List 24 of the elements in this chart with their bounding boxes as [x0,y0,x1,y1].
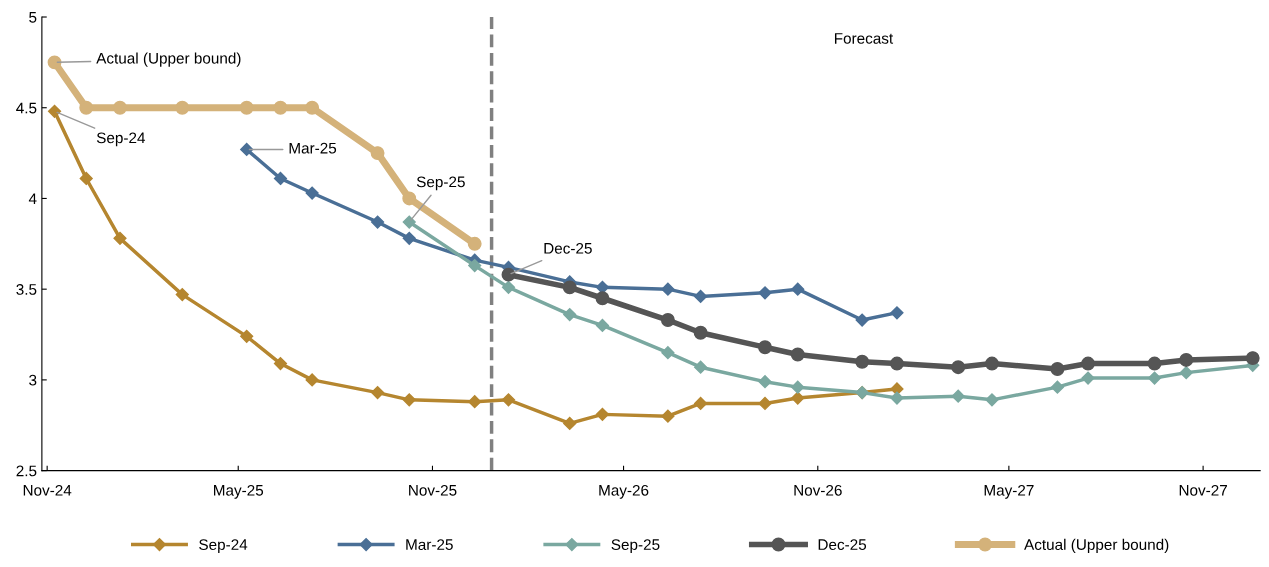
x-tick-label: May-26 [599,484,649,499]
annotation: Actual (Upper bound) [96,52,241,67]
annotation: Forecast [834,33,894,44]
x-tick-label: Nov-26 [794,484,842,496]
y-tick-label: 3.5 [16,284,37,295]
legend-label: Actual (Upper bound) [1024,538,1169,554]
legend-label: Sep-24 [199,539,248,554]
x-tick-label: Nov-27 [1179,484,1227,496]
legend-label: Mar-25 [406,539,453,551]
x-tick-label: May-27 [984,484,1034,499]
annotation: Dec-25 [544,242,592,254]
y-tick-label: 4 [28,193,37,204]
y-tick-label: 3 [29,374,37,386]
annotation: Sep-24 [96,132,146,147]
legend-label: Dec-25 [818,539,867,551]
annotation: Mar-25 [289,142,337,154]
x-tick-label: Nov-24 [23,484,72,496]
y-tick-label: 4.5 [16,102,37,114]
annotation: Sep-25 [416,176,465,191]
y-tick-label: 5 [29,12,37,23]
x-tick-label: Nov-25 [409,484,457,496]
legend-label: Sep-25 [611,539,660,554]
y-tick-label: 2.5 [16,465,37,477]
x-tick-label: May-25 [214,484,264,499]
